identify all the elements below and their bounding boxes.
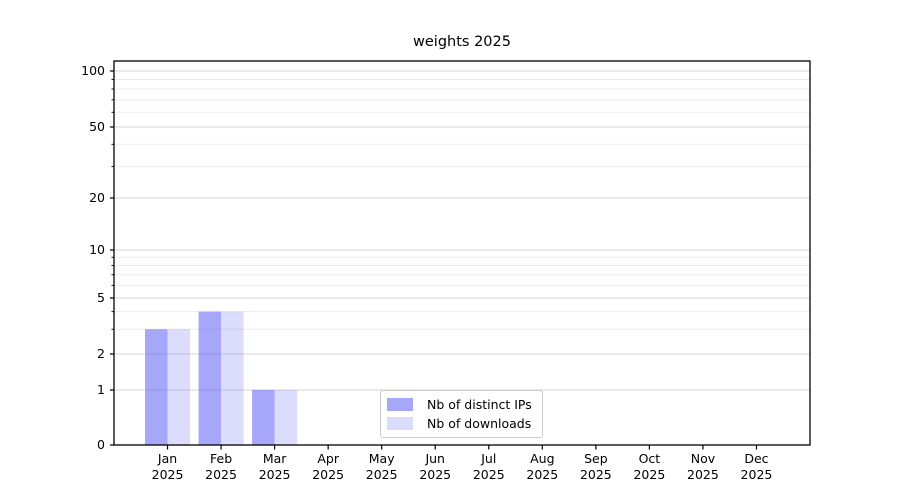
- legend-label-distinct-ips: Nb of distinct IPs: [427, 397, 532, 412]
- legend-label-downloads: Nb of downloads: [427, 416, 532, 431]
- x-tick-label-year: 2025: [580, 467, 612, 482]
- x-tick-label-month: Mar: [263, 451, 287, 466]
- x-tick-label-year: 2025: [312, 467, 344, 482]
- x-tick-label-month: May: [369, 451, 395, 466]
- x-tick-label-month: Oct: [639, 451, 661, 466]
- legend-swatch-downloads-icon: [387, 417, 413, 430]
- y-tick-label: 20: [89, 190, 105, 205]
- y-tick-label: 2: [97, 346, 105, 361]
- x-tick-label-year: 2025: [687, 467, 719, 482]
- x-tick-label-month: Sep: [584, 451, 608, 466]
- x-tick-label-year: 2025: [152, 467, 184, 482]
- bar: [198, 311, 222, 445]
- x-tick-label-month: Nov: [691, 451, 716, 466]
- x-tick-label-month: Feb: [210, 451, 232, 466]
- bar: [145, 329, 168, 445]
- x-tick-label-year: 2025: [741, 467, 773, 482]
- y-tick-label: 5: [97, 290, 105, 305]
- x-tick-label-year: 2025: [633, 467, 665, 482]
- legend: Nb of distinct IPs Nb of downloads: [380, 390, 543, 438]
- bar: [221, 311, 244, 445]
- x-tick-label-month: Apr: [317, 451, 339, 466]
- y-tick-label: 50: [89, 119, 105, 134]
- x-tick-label-year: 2025: [259, 467, 291, 482]
- legend-item-distinct-ips: Nb of distinct IPs: [387, 395, 532, 414]
- axes-frame: [113, 60, 811, 446]
- x-tick-label-month: Aug: [530, 451, 554, 466]
- x-tick-label-month: Jun: [424, 451, 445, 466]
- x-tick-label-month: Jul: [480, 451, 496, 466]
- x-tick-label-month: Jan: [157, 451, 177, 466]
- x-tick-label-year: 2025: [366, 467, 398, 482]
- bar: [274, 390, 298, 445]
- bar: [167, 329, 191, 445]
- x-tick-label-month: Dec: [744, 451, 768, 466]
- x-tick-label-year: 2025: [473, 467, 505, 482]
- y-tick-label: 1: [97, 382, 105, 397]
- x-tick-label-year: 2025: [205, 467, 237, 482]
- y-tick-label: 10: [89, 242, 105, 257]
- x-tick-label-year: 2025: [526, 467, 558, 482]
- chart-title: weights 2025: [413, 34, 511, 50]
- y-tick-label: 0: [97, 437, 105, 452]
- bar: [252, 390, 275, 445]
- x-tick-label-year: 2025: [419, 467, 451, 482]
- legend-item-downloads: Nb of downloads: [387, 414, 532, 433]
- legend-swatch-distinct-ips-icon: [387, 398, 413, 411]
- y-tick-label: 100: [81, 63, 105, 78]
